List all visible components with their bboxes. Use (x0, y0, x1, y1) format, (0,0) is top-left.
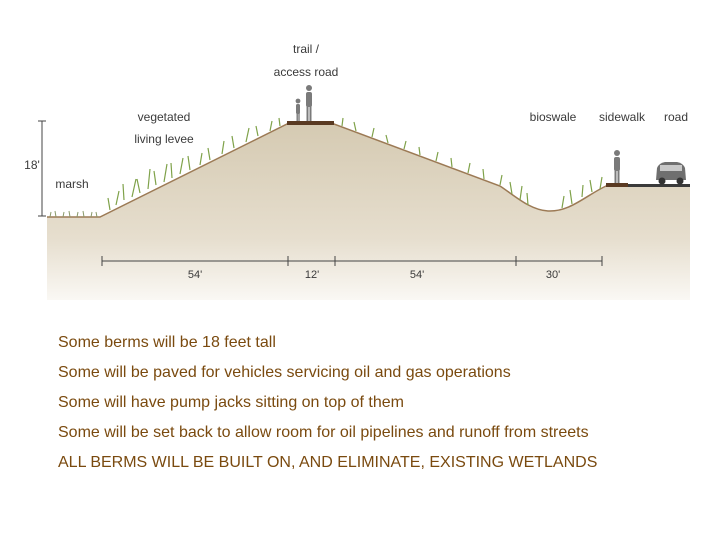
caption-line: Some will be paved for vehicles servicin… (58, 364, 511, 381)
label-trail-line1: trail / (293, 42, 320, 56)
person-figure (614, 150, 620, 183)
caption-line: Some berms will be 18 feet tall (58, 334, 276, 351)
height-bracket (38, 120, 46, 217)
label-height: 18' (24, 158, 40, 172)
dimension-label: 54' (410, 269, 424, 281)
people-figures (295, 85, 312, 121)
label-bioswale: bioswale (530, 110, 577, 124)
caption-line: ALL BERMS WILL BE BUILT ON, AND ELIMINAT… (58, 454, 598, 471)
caption-line: Some will have pump jacks sitting on top… (58, 394, 404, 411)
sidewalk-surface (606, 183, 628, 187)
label-levee-line2: living levee (134, 132, 194, 146)
label-marsh: marsh (55, 177, 88, 191)
label-levee-line1: vegetated (138, 110, 191, 124)
caption-line: Some will be set back to allow room for … (58, 424, 589, 441)
dimension-label: 54' (188, 269, 202, 281)
car-icon (656, 162, 686, 185)
ground-surface-line (47, 123, 690, 218)
trail-surface (287, 121, 334, 125)
dimension-label: 30' (546, 269, 560, 281)
levee-vegetation (107, 117, 603, 211)
label-trail-line2: access road (274, 65, 339, 79)
caption-list: Some berms will be 18 feet tall Some wil… (58, 328, 708, 478)
marsh-grass (49, 210, 98, 218)
label-road: road (664, 110, 688, 124)
label-sidewalk: sidewalk (599, 110, 646, 124)
dimension-label: 12' (305, 269, 319, 281)
dimension-line (101, 256, 603, 266)
road-surface (628, 184, 690, 187)
ground-profile (47, 124, 690, 300)
